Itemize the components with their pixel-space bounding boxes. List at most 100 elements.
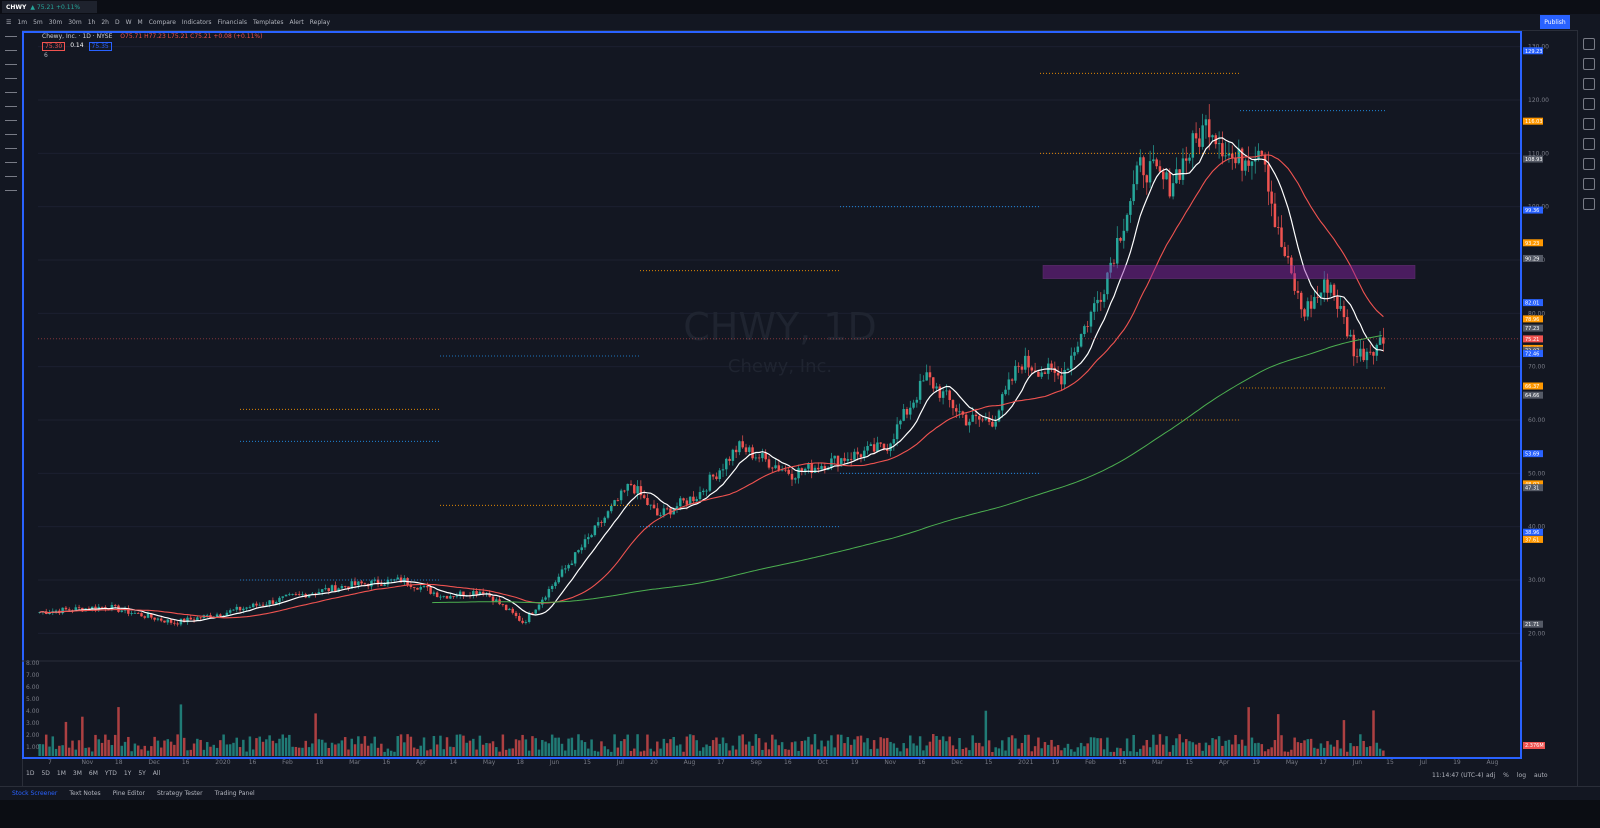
scale-auto[interactable]: auto — [1534, 772, 1548, 779]
range-6m[interactable]: 6M — [88, 770, 98, 777]
magnet-icon[interactable] — [5, 148, 17, 156]
legend-badge-buy[interactable]: 75.35 — [88, 42, 112, 51]
tab-trading-panel[interactable]: Trading Panel — [214, 789, 255, 797]
interval-d[interactable]: D — [114, 18, 120, 26]
candle-body — [77, 607, 81, 609]
hotlist-icon[interactable] — [1583, 98, 1595, 110]
candle-body — [1267, 164, 1270, 192]
price-axis-badge — [1523, 535, 1543, 543]
candle-body — [61, 607, 64, 614]
time-tick-label: 17 — [717, 759, 725, 766]
range-1y[interactable]: 1Y — [123, 770, 132, 777]
tab-text-notes[interactable]: Text Notes — [69, 789, 101, 797]
measure-icon[interactable] — [5, 120, 17, 128]
volume-bar — [685, 736, 689, 756]
zoom-icon[interactable] — [5, 134, 17, 142]
interval-30m-b[interactable]: 30m — [68, 18, 82, 26]
candle-body — [324, 588, 327, 590]
price-tick-label: 30.00 — [1528, 577, 1545, 584]
volume-bar — [751, 745, 754, 756]
volume-bar — [1339, 748, 1342, 756]
candle-body — [311, 593, 314, 595]
volume-bar — [133, 743, 137, 756]
compare-button[interactable]: Compare — [148, 18, 176, 26]
calendar-icon[interactable] — [1583, 118, 1595, 130]
range-all[interactable]: All — [152, 770, 161, 777]
legend-indicator-count[interactable]: 6 — [44, 52, 48, 59]
candle-body — [639, 486, 643, 496]
candle-body — [455, 595, 459, 597]
candle-body — [186, 617, 189, 623]
volume-bar — [1030, 751, 1034, 756]
pattern-icon[interactable] — [5, 106, 17, 114]
interval-5m[interactable]: 5m — [33, 18, 43, 26]
candle-body — [679, 498, 682, 507]
crosshair-icon[interactable] — [5, 36, 17, 44]
tab-stock-screener[interactable]: Stock Screener — [12, 789, 58, 797]
alerts-icon[interactable] — [1583, 58, 1595, 70]
indicators-button[interactable]: Indicators — [181, 18, 212, 26]
candle-body — [1211, 135, 1214, 138]
candle-body — [718, 470, 721, 480]
scale-log[interactable]: log — [1516, 772, 1527, 779]
tab-pine-editor[interactable]: Pine Editor — [112, 789, 145, 797]
scale-percent[interactable]: % — [1503, 772, 1509, 779]
volume-bar — [255, 738, 258, 756]
interval-1h[interactable]: 1h — [87, 18, 96, 26]
volume-bar — [350, 738, 353, 756]
chat-icon[interactable] — [1583, 158, 1595, 170]
volume-bar — [452, 747, 455, 756]
range-ytd[interactable]: YTD — [104, 770, 117, 777]
alert-button[interactable]: Alert — [289, 18, 304, 26]
templates-button[interactable]: Templates — [252, 18, 284, 26]
price-tick-label: 130.00 — [1528, 44, 1549, 51]
chart-tab[interactable]: CHWY ▲ 75.21 +0.11% — [2, 1, 97, 13]
replay-button[interactable]: Replay — [309, 18, 331, 26]
range-1m[interactable]: 1M — [56, 770, 66, 777]
financials-button[interactable]: Financials — [217, 18, 247, 26]
tab-strategy-tester[interactable]: Strategy Tester — [157, 789, 203, 797]
candle-body — [1329, 284, 1333, 293]
volume-bar — [892, 743, 896, 756]
volume-bar — [1001, 740, 1004, 756]
volume-bar — [570, 737, 574, 756]
volume-bar — [784, 749, 787, 756]
notifications-icon[interactable] — [1583, 198, 1595, 210]
candle-body — [524, 621, 528, 623]
trendline-icon[interactable] — [5, 50, 17, 58]
interval-w[interactable]: W — [125, 18, 132, 26]
streams-icon[interactable] — [1583, 178, 1595, 190]
ideas-icon[interactable] — [1583, 138, 1595, 150]
legend-badge-sell[interactable]: 75.30 — [42, 42, 66, 51]
scale-adj[interactable]: adj — [1486, 772, 1496, 779]
candle-body — [1322, 279, 1326, 293]
eye-icon[interactable] — [5, 176, 17, 184]
time-tick-label: Mar — [349, 759, 361, 766]
volume-bar — [1273, 740, 1277, 756]
candle-body — [646, 497, 649, 505]
price-axis-badge-label: 77.23 — [1525, 326, 1539, 332]
candle-body — [301, 594, 304, 595]
lock-icon[interactable] — [5, 162, 17, 170]
trash-icon[interactable] — [5, 190, 17, 198]
volume-bar — [800, 741, 804, 756]
range-3m[interactable]: 3M — [72, 770, 82, 777]
range-1d[interactable]: 1D — [26, 770, 35, 777]
text-icon[interactable] — [5, 92, 17, 100]
candle-body — [754, 457, 758, 459]
volume-bar — [219, 740, 222, 756]
brush-icon[interactable] — [5, 78, 17, 86]
interval-2h[interactable]: 2h — [101, 18, 109, 26]
interval-30m[interactable]: 30m — [48, 18, 63, 26]
watchlist-icon[interactable] — [1583, 38, 1595, 50]
range-5y[interactable]: 5Y — [138, 770, 146, 777]
candle-body — [219, 614, 222, 617]
publish-button[interactable]: Publish — [1540, 15, 1570, 29]
interval-1m[interactable]: 1m — [17, 18, 28, 26]
fib-icon[interactable] — [5, 64, 17, 72]
menu-icon[interactable]: ☰ — [6, 18, 12, 26]
range-5d[interactable]: 5D — [41, 770, 50, 777]
data-window-icon[interactable] — [1583, 78, 1595, 90]
interval-m[interactable]: M — [137, 18, 143, 26]
